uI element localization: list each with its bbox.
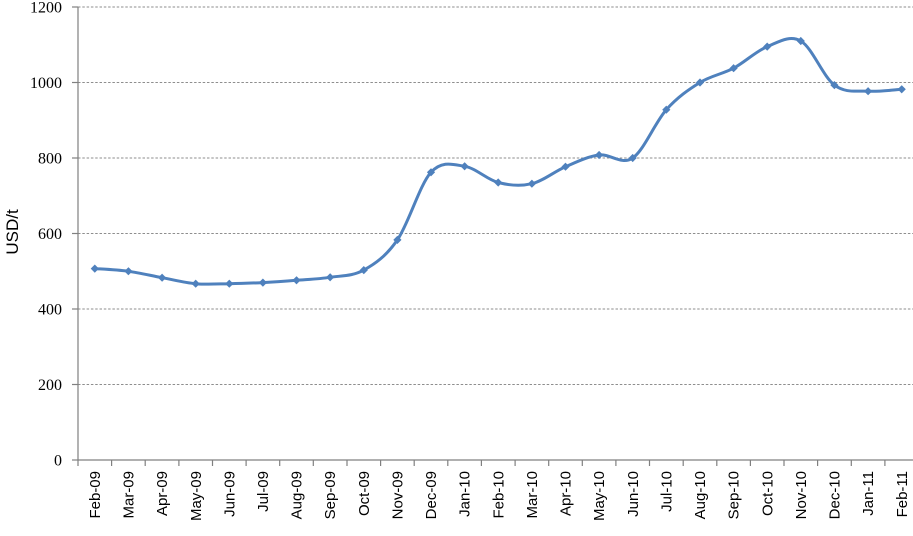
- data-point-marker: [225, 279, 234, 288]
- x-tick-label: Mar-09: [120, 471, 137, 519]
- data-point-marker: [292, 276, 301, 285]
- data-point-marker: [191, 279, 200, 288]
- x-tick-label: Jan-10: [457, 471, 474, 517]
- x-tick-label: Jul-09: [255, 471, 272, 512]
- y-axis-title: USD/t: [3, 209, 22, 255]
- data-point-marker: [830, 80, 839, 90]
- x-tick-label: May-10: [591, 471, 608, 521]
- x-tick-label: Dec-10: [827, 471, 844, 519]
- data-point-marker: [494, 178, 503, 187]
- data-point-marker: [863, 87, 873, 96]
- x-tick-label: Apr-09: [154, 471, 171, 516]
- x-tick-label: Feb-11: [894, 471, 911, 517]
- y-tick-label: 200: [38, 377, 62, 394]
- y-tick-label: 0: [54, 452, 62, 469]
- y-tick-label: 1200: [30, 0, 62, 16]
- x-tick-label: Jun-09: [221, 471, 238, 517]
- data-point-marker: [426, 168, 436, 177]
- data-point-marker: [897, 85, 906, 94]
- x-tick-label: Feb-09: [87, 471, 104, 519]
- x-tick-label: Jun-10: [625, 471, 642, 517]
- x-tick-label: Sep-10: [726, 471, 743, 519]
- data-point-marker: [695, 78, 705, 87]
- data-point-marker: [763, 42, 772, 51]
- data-point-marker: [124, 267, 133, 276]
- data-point-marker: [359, 265, 368, 275]
- y-tick-label: 400: [38, 301, 62, 318]
- data-point-marker: [796, 36, 805, 46]
- series-line: [93, 37, 904, 286]
- data-point-marker: [594, 150, 604, 160]
- x-tick-label: Oct-09: [356, 471, 373, 516]
- x-tick-label: Sep-09: [322, 471, 339, 519]
- x-tick-label: Aug-09: [289, 471, 306, 519]
- data-point-marker: [729, 64, 738, 73]
- x-tick-label: Feb-10: [490, 471, 507, 519]
- data-point-marker: [90, 264, 99, 273]
- data-point-marker: [157, 273, 167, 282]
- x-tick-label: Jul-10: [658, 471, 675, 512]
- x-tick-label: Mar-10: [524, 471, 541, 519]
- x-tick-label: Nov-10: [793, 471, 810, 519]
- data-point-marker: [527, 179, 537, 188]
- data-point-marker: [393, 235, 402, 245]
- x-tick-label: Nov-09: [390, 471, 407, 519]
- x-tick-label: May-09: [188, 471, 205, 521]
- x-tick-label: Apr-10: [558, 471, 575, 516]
- x-tick-label: Aug-10: [692, 471, 709, 519]
- y-tick-label: 800: [38, 150, 62, 167]
- data-point-marker: [561, 162, 570, 171]
- y-tick-label: 1000: [30, 75, 62, 92]
- x-tick-label: Dec-09: [423, 471, 440, 519]
- data-point-marker: [460, 162, 469, 171]
- x-tick-label: Oct-10: [759, 471, 776, 516]
- data-point-marker: [258, 278, 268, 287]
- x-tick-label: Jan-11: [860, 471, 877, 516]
- data-point-marker: [662, 105, 671, 114]
- data-point-marker: [326, 273, 335, 282]
- data-point-marker: [628, 153, 637, 163]
- y-tick-label: 600: [38, 226, 62, 243]
